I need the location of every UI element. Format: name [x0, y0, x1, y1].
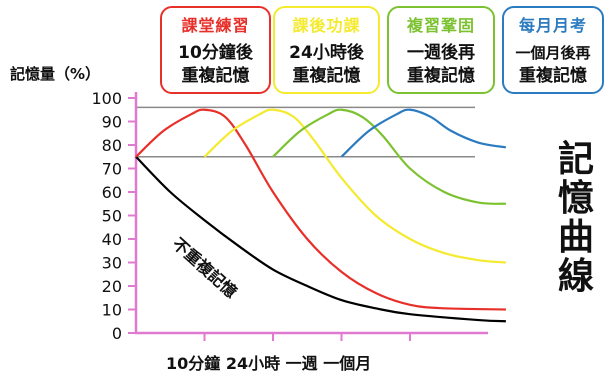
box-homework: 課後功課 24小時後 重複記憶	[273, 6, 380, 94]
y-tick-label: 20	[102, 277, 122, 296]
series-line	[135, 155, 506, 323]
side-title-char: 曲	[557, 217, 594, 258]
y-tick-label: 0	[112, 324, 122, 343]
box-classroom-practice: 課堂練習 10分鐘後 重複記憶	[160, 6, 271, 94]
side-title-char: 憶	[557, 178, 594, 219]
y-tick-label: 80	[102, 136, 122, 155]
y-tick-label: 60	[102, 183, 122, 202]
box-line: 重複記憶	[407, 66, 475, 86]
box-title: 複習鞏固	[406, 16, 475, 35]
series-line	[135, 108, 506, 311]
box-line: 重複記憶	[519, 66, 587, 86]
y-axis-label: 記憶量（%）	[10, 65, 101, 83]
reference-lines	[136, 106, 475, 158]
side-title-char: 線	[557, 256, 594, 297]
y-tick-label: 100	[91, 89, 122, 108]
series-line	[272, 108, 506, 205]
y-tick-label: 70	[102, 160, 122, 179]
box-line: 10分鐘後	[178, 43, 253, 63]
y-tick-labels: 0 10 20 30 40 50 60 70 80 90 100	[91, 89, 122, 343]
box-line: 24小時後	[289, 43, 364, 63]
box-line: 一週後再	[407, 43, 475, 63]
box-line: 重複記憶	[292, 66, 361, 86]
box-review: 複習鞏固 一週後再 重複記憶	[387, 6, 495, 94]
axes	[128, 92, 488, 341]
box-title: 每月月考	[518, 16, 587, 35]
y-tick-label: 40	[102, 230, 122, 249]
y-tick-label: 50	[102, 207, 122, 226]
x-tick-labels: 10分鐘 24小時 一週 一個月	[166, 354, 372, 373]
y-tick-label: 90	[102, 113, 122, 132]
y-tick-label: 10	[102, 301, 122, 320]
box-title: 課堂練習	[181, 16, 250, 35]
series-line	[203, 108, 506, 264]
box-title: 課後功課	[292, 16, 361, 35]
box-line: 重複記憶	[181, 66, 250, 86]
box-line: 一個月後再	[515, 44, 591, 62]
side-title-char: 記	[557, 139, 594, 180]
series-line	[340, 108, 507, 158]
curves	[135, 108, 507, 323]
box-monthly-exam: 每月月考 一個月後再 重複記憶	[502, 6, 604, 94]
side-title: 記 憶 曲 線	[554, 140, 598, 296]
y-tick-label: 30	[102, 254, 122, 273]
